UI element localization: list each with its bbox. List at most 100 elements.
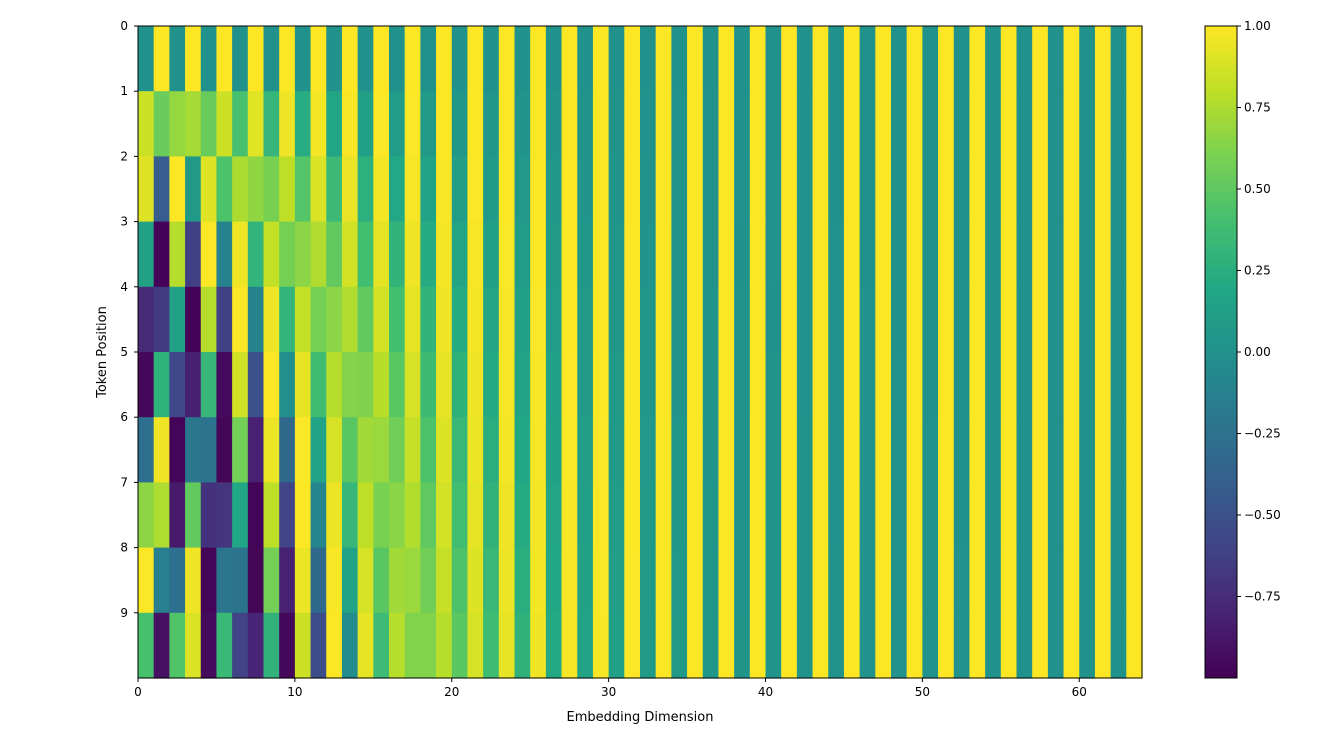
heatmap-cell — [357, 91, 374, 157]
heatmap-cell — [906, 221, 923, 288]
heatmap-cell — [734, 286, 751, 353]
heatmap-cell — [514, 26, 531, 92]
heatmap-cell — [891, 156, 908, 223]
heatmap-cell — [922, 221, 939, 288]
heatmap-cell — [655, 156, 672, 223]
colorbar-tick-label: −0.75 — [1244, 590, 1281, 604]
heatmap-cell — [671, 547, 688, 614]
heatmap-cell — [216, 221, 233, 288]
heatmap-cell — [671, 352, 688, 418]
heatmap-cell — [702, 26, 720, 92]
heatmap-cell — [436, 91, 453, 157]
heatmap-cell — [185, 352, 202, 418]
colorbar-tick-label: 0.25 — [1244, 264, 1271, 278]
heatmap-cell — [749, 547, 767, 614]
heatmap-cell — [702, 612, 720, 679]
heatmap-cell — [624, 352, 641, 418]
heatmap-cell — [640, 352, 657, 418]
heatmap-cell — [577, 547, 594, 614]
heatmap-cell — [592, 352, 610, 418]
heatmap-cell — [310, 612, 327, 679]
heatmap-cell — [483, 612, 500, 679]
heatmap-cell — [498, 156, 516, 223]
heatmap-cell — [404, 26, 421, 92]
heatmap-cell — [969, 26, 986, 92]
heatmap-cell — [624, 91, 641, 157]
heatmap-cell — [796, 547, 814, 614]
heatmap-cell — [514, 417, 531, 483]
heatmap-cell — [420, 612, 437, 679]
heatmap-cell — [200, 612, 218, 679]
heatmap-cell — [922, 156, 939, 223]
heatmap-cell — [404, 286, 421, 353]
heatmap-cell — [938, 91, 955, 157]
heatmap-cell — [1079, 221, 1096, 288]
heatmap-cell — [781, 221, 798, 288]
heatmap-cell — [216, 482, 233, 549]
heatmap-cell — [389, 482, 406, 549]
heatmap-cell — [436, 221, 453, 288]
heatmap-cell — [1126, 286, 1143, 353]
y-tick-label: 9 — [120, 606, 128, 620]
heatmap-cell — [389, 156, 406, 223]
heatmap-cell — [985, 352, 1002, 418]
heatmap-cell — [1047, 482, 1065, 549]
heatmap-cell — [624, 156, 641, 223]
heatmap-cell — [247, 612, 265, 679]
heatmap-cell — [153, 221, 170, 288]
heatmap-cell — [718, 221, 735, 288]
heatmap-cell — [922, 482, 939, 549]
heatmap-cell — [310, 26, 327, 92]
heatmap-cell — [906, 26, 923, 92]
heatmap-cell — [969, 156, 986, 223]
heatmap-cell — [341, 612, 359, 679]
heatmap-cell — [1032, 26, 1049, 92]
heatmap-cell — [765, 417, 782, 483]
heatmap-cell — [185, 221, 202, 288]
heatmap-cell — [938, 482, 955, 549]
heatmap-cell — [938, 612, 955, 679]
heatmap-cell — [483, 547, 500, 614]
heatmap-cell — [812, 612, 829, 679]
heatmap-cell — [702, 352, 720, 418]
heatmap-cell — [749, 417, 767, 483]
heatmap-cell — [1079, 482, 1096, 549]
heatmap-cell — [906, 547, 923, 614]
heatmap-cell — [687, 91, 704, 157]
heatmap-cell — [985, 612, 1002, 679]
heatmap-cell — [749, 91, 767, 157]
y-axis-label: Token Position — [95, 306, 110, 399]
heatmap-cell — [1000, 612, 1018, 679]
heatmap-cell — [357, 156, 374, 223]
heatmap-cell — [247, 352, 265, 418]
heatmap-cell — [483, 417, 500, 483]
heatmap-cell — [169, 91, 186, 157]
heatmap-cell — [1047, 547, 1065, 614]
heatmap-cell — [828, 612, 845, 679]
heatmap-cell — [404, 352, 421, 418]
heatmap-cell — [389, 612, 406, 679]
heatmap-cell — [498, 417, 516, 483]
heatmap-cell — [232, 547, 249, 614]
heatmap-cell — [373, 91, 390, 157]
heatmap-cell — [875, 352, 892, 418]
heatmap-cell — [498, 286, 516, 353]
heatmap-cell — [420, 286, 437, 353]
heatmap-cell — [389, 352, 406, 418]
heatmap-cell — [263, 286, 280, 353]
heatmap-cell — [200, 286, 218, 353]
heatmap-cell — [891, 286, 908, 353]
heatmap-cell — [1126, 91, 1143, 157]
heatmap-cell — [1126, 612, 1143, 679]
heatmap-cell — [467, 482, 484, 549]
heatmap-cell — [436, 352, 453, 418]
y-axis: 0 1 2 3 4 5 6 7 8 9 — [120, 19, 138, 620]
heatmap-cell — [765, 352, 782, 418]
heatmap-cell — [765, 221, 782, 288]
heatmap-cell — [436, 417, 453, 483]
heatmap-cell — [247, 156, 265, 223]
heatmap-cell — [263, 26, 280, 92]
heatmap-cell — [200, 482, 218, 549]
heatmap-cell — [373, 547, 390, 614]
heatmap-cell — [498, 26, 516, 92]
